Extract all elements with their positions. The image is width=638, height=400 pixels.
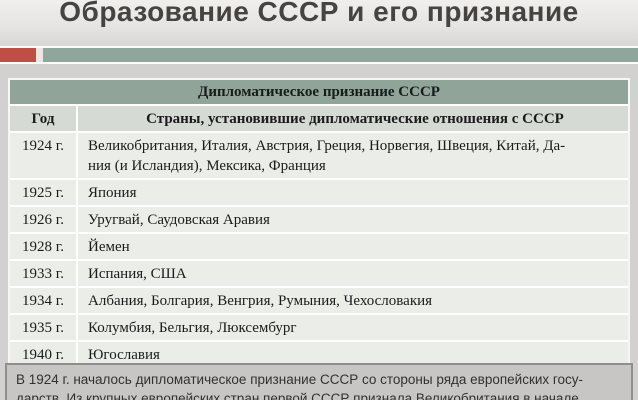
slide-title: Образование СССР и его признание <box>59 0 579 27</box>
year-cell: 1925 г. <box>10 180 78 205</box>
year-cell: 1933 г. <box>10 261 78 286</box>
accent-red-square <box>0 48 36 62</box>
accent-bar <box>0 46 638 64</box>
title-band: Образование СССР и его признание <box>0 0 638 46</box>
accent-bar-gap <box>36 48 43 62</box>
footer-note: В 1924 г. началось дипломатическое призн… <box>5 363 633 400</box>
table-title: Дипломатическое признание СССР <box>10 80 628 104</box>
table-row: 1933 г. Испания, США <box>10 259 628 286</box>
countries-cell: Великобритания, Италия, Австрия, Греция,… <box>78 133 628 178</box>
year-cell: 1928 г. <box>10 234 78 259</box>
countries-cell: Югославия <box>78 342 628 367</box>
table-row: 1928 г. Йемен <box>10 232 628 259</box>
countries-cell: Уругвай, Саудовская Аравия <box>78 207 628 232</box>
accent-green-bar <box>43 48 638 62</box>
table-row: 1925 г. Япония <box>10 178 628 205</box>
column-header-year: Год <box>10 106 78 131</box>
recognition-table: Дипломатическое признание СССР Год Стран… <box>8 78 630 369</box>
table-row: 1926 г. Уругвай, Саудовская Аравия <box>10 205 628 232</box>
countries-cell: Япония <box>78 180 628 205</box>
countries-cell: Албания, Болгария, Венгрия, Румыния, Чех… <box>78 288 628 313</box>
countries-cell: Колумбия, Бельгия, Люксембург <box>78 315 628 340</box>
year-cell: 1940 г. <box>10 342 78 367</box>
year-cell: 1935 г. <box>10 315 78 340</box>
table-row: 1924 г. Великобритания, Италия, Австрия,… <box>10 131 628 178</box>
table-header-row: Год Страны, установившие дипломатические… <box>10 104 628 131</box>
year-cell: 1926 г. <box>10 207 78 232</box>
countries-cell: Йемен <box>78 234 628 259</box>
table-row: 1934 г. Албания, Болгария, Венгрия, Румы… <box>10 286 628 313</box>
column-header-countries: Страны, установившие дипломатические отн… <box>78 106 628 131</box>
countries-cell: Испания, США <box>78 261 628 286</box>
year-cell: 1934 г. <box>10 288 78 313</box>
table-row: 1940 г. Югославия <box>10 340 628 367</box>
table-row: 1935 г. Колумбия, Бельгия, Люксембург <box>10 313 628 340</box>
year-cell: 1924 г. <box>10 133 78 178</box>
